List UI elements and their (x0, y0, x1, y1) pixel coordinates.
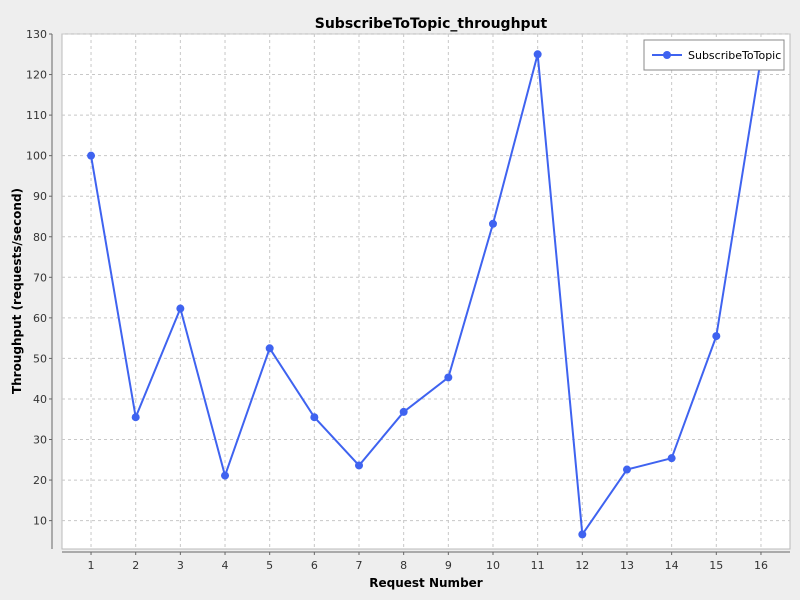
data-point (533, 50, 542, 59)
legend-label: SubscribeToTopic (688, 49, 781, 62)
series-line (90, 53, 762, 536)
y-tick-label: 30 (33, 434, 47, 447)
y-tick-label: 60 (33, 312, 47, 325)
y-tick-label: 40 (33, 393, 47, 406)
data-point (488, 219, 497, 228)
x-tick-label: 2 (132, 559, 139, 572)
data-point (399, 407, 408, 416)
y-tick-label: 50 (33, 352, 47, 365)
axes (49, 33, 790, 555)
data-point (355, 461, 364, 470)
chart-title: SubscribeToTopic_throughput (315, 16, 548, 32)
x-axis-label: Request Number (369, 576, 483, 590)
data-point (131, 413, 140, 422)
x-tick-label: 12 (575, 559, 589, 572)
x-tick-label: 6 (311, 559, 318, 572)
data-point (444, 373, 453, 382)
x-tick-label: 8 (400, 559, 407, 572)
y-tick-label: 110 (26, 109, 47, 122)
y-axis-label: Throughput (requests/second) (10, 188, 24, 394)
y-tick-label: 130 (26, 28, 47, 41)
x-tick-label: 9 (445, 559, 452, 572)
data-point (667, 454, 676, 463)
y-tick-label: 90 (33, 190, 47, 203)
legend-marker-icon (663, 51, 671, 59)
x-tick-label: 7 (356, 559, 363, 572)
y-tick-label: 120 (26, 69, 47, 82)
x-tick-label: 16 (754, 559, 768, 572)
x-tick-label: 3 (177, 559, 184, 572)
data-point (87, 151, 96, 160)
y-tick-label: 20 (33, 474, 47, 487)
x-tick-label: 10 (486, 559, 500, 572)
grid-lines (62, 33, 790, 549)
data-point (310, 413, 319, 422)
x-tick-label: 5 (266, 559, 273, 572)
x-tick-label: 14 (665, 559, 679, 572)
y-tick-label: 100 (26, 150, 47, 163)
data-point (176, 304, 185, 313)
plot-area (61, 33, 791, 550)
x-tick-label: 15 (709, 559, 723, 572)
y-tick-label: 70 (33, 271, 47, 284)
data-point (578, 530, 587, 539)
legend: SubscribeToTopic (643, 39, 785, 71)
x-tick-label: 1 (88, 559, 95, 572)
x-tick-labels: 1 2 3 4 5 6 7 8 9 10 11 12 13 14 15 16 (88, 559, 768, 572)
data-point (265, 344, 274, 353)
x-tick-label: 11 (531, 559, 545, 572)
x-tick-label: 4 (222, 559, 229, 572)
y-tick-label: 80 (33, 231, 47, 244)
x-tick-label: 13 (620, 559, 634, 572)
data-points (87, 50, 765, 539)
data-point (221, 471, 230, 480)
data-point (622, 465, 631, 474)
y-tick-label: 10 (33, 515, 47, 528)
y-tick-labels: 10 20 30 40 50 60 70 80 90 100 110 120 130 (26, 28, 47, 528)
series-lines (90, 53, 762, 536)
data-point (712, 332, 721, 341)
